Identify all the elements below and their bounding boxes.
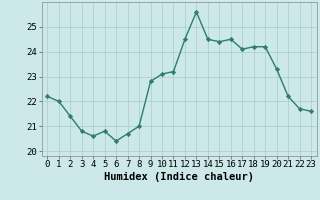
X-axis label: Humidex (Indice chaleur): Humidex (Indice chaleur) [104, 172, 254, 182]
